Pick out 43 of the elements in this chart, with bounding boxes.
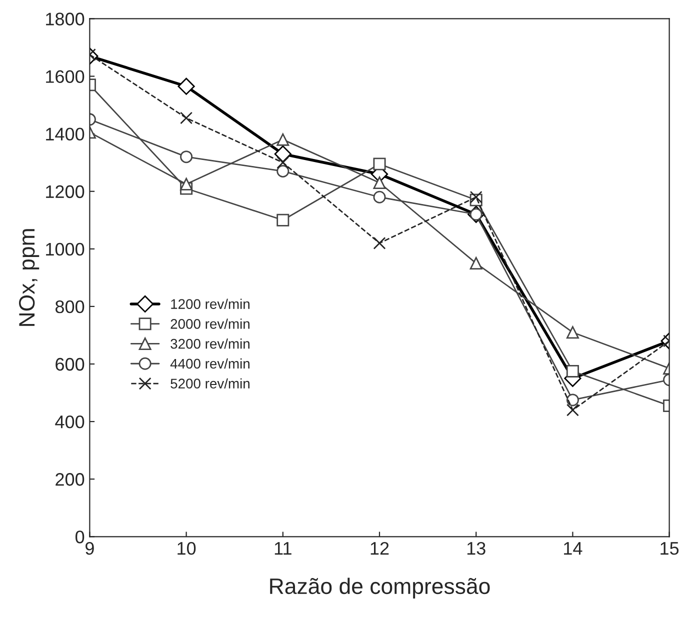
point [373, 176, 386, 189]
legend-label: 4400 rev/min [170, 358, 250, 369]
point [373, 158, 386, 170]
x-tick-label: 15 [660, 542, 679, 555]
x-tick-label: 14 [564, 542, 582, 555]
legend-label: 2000 rev/min [170, 318, 250, 329]
x-tick-label: 11 [274, 542, 292, 555]
point [373, 190, 386, 204]
point [274, 145, 292, 163]
y-tick-label: 1000 [46, 242, 84, 256]
point [470, 190, 482, 204]
y-tick-label: 200 [56, 473, 84, 486]
point [276, 214, 290, 226]
legend-label: 3200 rev/min [170, 338, 250, 349]
y-tick-label: 1800 [46, 12, 84, 26]
point [276, 133, 290, 146]
x-tick-label: 9 [86, 542, 94, 555]
x-tick-label: 12 [370, 542, 389, 555]
x-tick-label: 13 [467, 542, 486, 555]
point [180, 112, 193, 124]
point [276, 156, 290, 169]
point [566, 364, 579, 378]
x-tick-label: 10 [178, 542, 196, 555]
point [470, 257, 482, 270]
point [566, 394, 579, 406]
legend-label: 1200 rev/min [171, 298, 250, 309]
point [178, 78, 195, 95]
point [373, 236, 386, 250]
legend-label: 5200 rev/min [170, 378, 250, 389]
y-tick-label: 1200 [46, 185, 84, 198]
y-tick-label: 0 [76, 530, 84, 544]
y-axis-title: NOx, ppm [18, 229, 40, 326]
x-axis-title: Razão de compressão [270, 578, 490, 598]
y-tick-label: 600 [56, 358, 84, 371]
y-tick-label: 1400 [46, 128, 84, 141]
point [566, 326, 579, 339]
point [180, 150, 193, 164]
point [276, 164, 290, 178]
point [180, 178, 193, 190]
y-tick-label: 400 [55, 415, 84, 428]
point [566, 404, 579, 416]
y-tick-label: 800 [56, 300, 84, 314]
y-tick-label: 1600 [46, 70, 84, 83]
